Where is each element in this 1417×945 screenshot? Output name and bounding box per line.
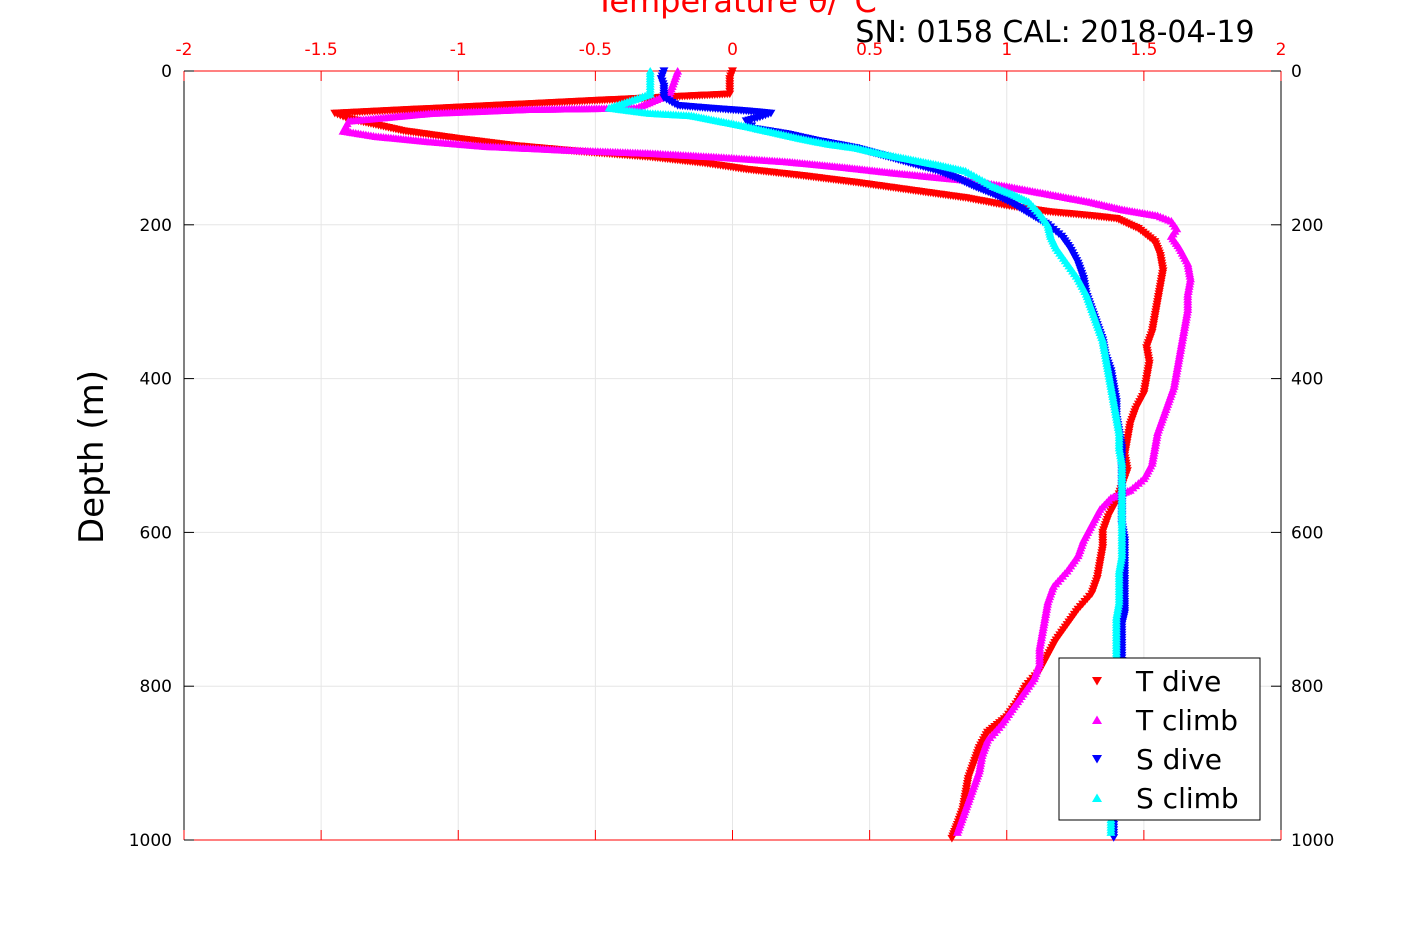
x-tick-label: 0 bbox=[727, 40, 738, 60]
legend-marker bbox=[1092, 677, 1102, 686]
series-group bbox=[330, 66, 1195, 843]
y-tick-label-right: 1000 bbox=[1291, 831, 1334, 851]
y-tick-label-right: 400 bbox=[1291, 370, 1323, 390]
y-tick-label-left: 400 bbox=[140, 370, 172, 390]
x-tick-label: -1.5 bbox=[305, 40, 338, 60]
legend-label: T dive bbox=[1135, 665, 1221, 698]
y-tick-label-left: 600 bbox=[140, 523, 172, 543]
y-tick-label-right: 600 bbox=[1291, 523, 1323, 543]
data-point bbox=[952, 828, 962, 836]
x-tick-label: 0.5 bbox=[856, 40, 883, 60]
y-tick-label-left: 800 bbox=[140, 677, 172, 697]
series-s-dive bbox=[656, 67, 1130, 842]
y-tick-label-left: 1000 bbox=[129, 831, 172, 851]
legend: T dive T climb S dive S climb bbox=[1058, 657, 1261, 821]
legend-label: S dive bbox=[1136, 743, 1222, 776]
y-tick-label-right: 0 bbox=[1291, 62, 1302, 82]
x-tick-label: 1.5 bbox=[1130, 40, 1157, 60]
x-tick-label: -1 bbox=[450, 40, 467, 60]
y-tick-label-left: 0 bbox=[161, 62, 172, 82]
y-tick-label-right: 800 bbox=[1291, 677, 1323, 697]
x-axis-label: Temperature θ/°C bbox=[594, 0, 877, 20]
x-tick-label: 2 bbox=[1276, 40, 1287, 60]
legend-marker bbox=[1092, 793, 1102, 802]
x-tick-label: -0.5 bbox=[579, 40, 612, 60]
y-tick-label-left: 200 bbox=[140, 216, 172, 236]
series-t-climb bbox=[338, 66, 1195, 836]
data-point bbox=[1106, 828, 1116, 836]
legend-box bbox=[1058, 657, 1261, 821]
data-point bbox=[1109, 834, 1119, 842]
legend-marker bbox=[1092, 755, 1102, 764]
legend-marker bbox=[1092, 715, 1102, 724]
y-tick-label-right: 200 bbox=[1291, 216, 1323, 236]
x-tick-label: 1 bbox=[1001, 40, 1012, 60]
legend-label: S climb bbox=[1136, 782, 1239, 815]
legend-label: T climb bbox=[1135, 704, 1238, 737]
x-tick-label: -2 bbox=[176, 40, 193, 60]
y-axis-label: Depth (m) bbox=[72, 370, 112, 544]
chart-title: SN: 0158 CAL: 2018-04-19 bbox=[855, 15, 1254, 50]
series-t-dive bbox=[330, 67, 1168, 843]
data-point bbox=[947, 834, 957, 843]
